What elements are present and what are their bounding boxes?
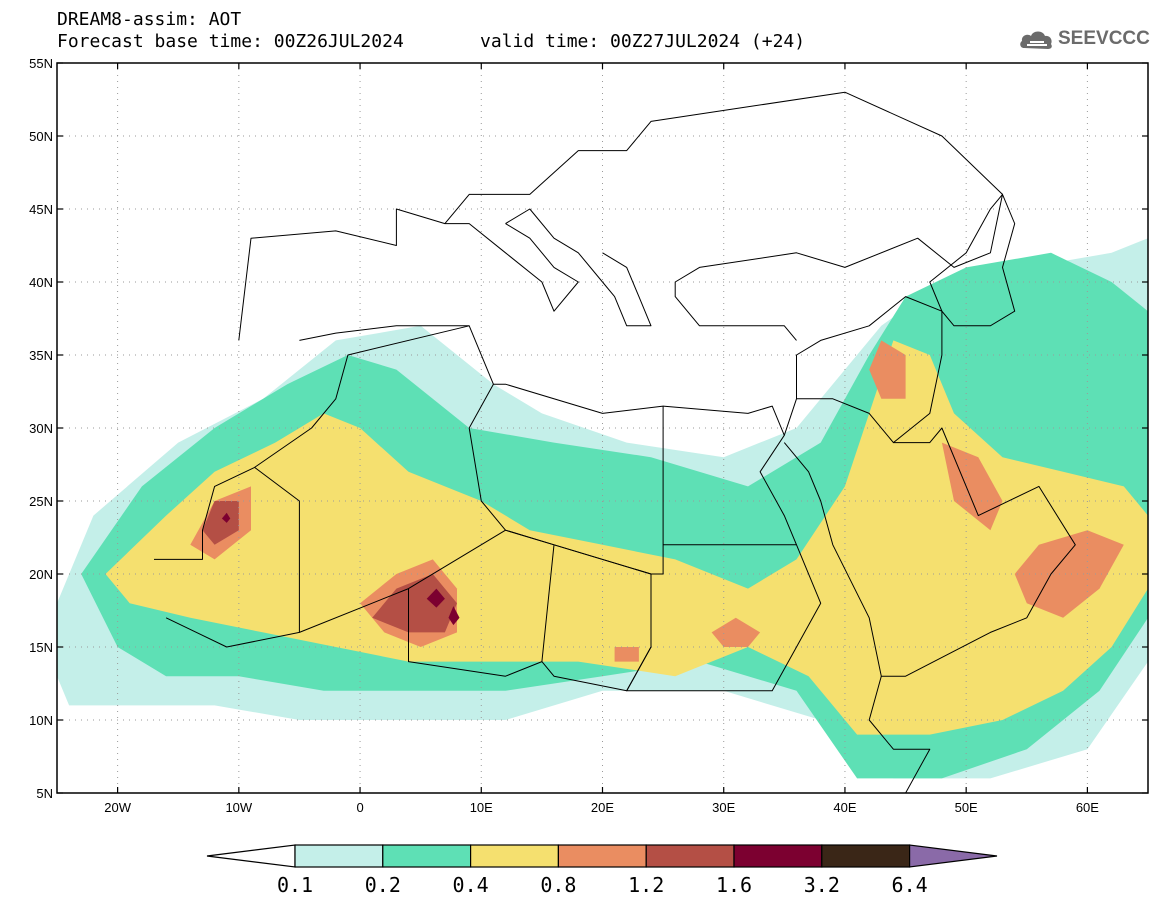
lat-tick-label: 50N: [29, 129, 53, 144]
colorbar-segment: [733, 844, 823, 868]
colorbar-segment: [821, 844, 911, 868]
lat-tick-label: 25N: [29, 494, 53, 509]
border-line: [626, 544, 822, 692]
lake-outline: [929, 193, 1016, 327]
colorbar-label: 1.6: [716, 873, 752, 897]
lon-tick-label: 50E: [955, 800, 978, 815]
aot-region-level-3: [614, 647, 639, 662]
lon-tick-label: 0: [356, 800, 363, 815]
lat-tick-label: 55N: [29, 56, 53, 71]
lat-tick-label: 5N: [36, 786, 53, 801]
aot-field: [57, 238, 1148, 779]
lon-tick-label: 10W: [225, 800, 252, 815]
lat-tick-label: 40N: [29, 275, 53, 290]
colorbar-label: 0.1: [277, 873, 313, 897]
colorbar-segment: [645, 844, 735, 868]
latitude-axis: 55N 50N 45N 40N 35N 30N 25N 20N 15N 10N 5N: [29, 56, 1148, 801]
border-line: [868, 676, 931, 793]
colorbar-segment: [557, 844, 647, 868]
border-line: [505, 208, 603, 283]
aot-region-level-3: [1014, 530, 1124, 618]
colorbar-label: 0.2: [365, 873, 401, 897]
longitude-axis: 20W 10W 0 10E 20E 30E 40E 50E 60E: [104, 63, 1099, 815]
seevccc-logo: [1020, 31, 1052, 49]
border-line: [783, 296, 943, 444]
colorbar-segment: [294, 844, 384, 868]
lat-tick-label: 45N: [29, 202, 53, 217]
lat-tick-label: 20N: [29, 567, 53, 582]
lon-tick-label: 60E: [1076, 800, 1099, 815]
lon-tick-label: 20W: [104, 800, 131, 815]
aot-region-level-5: [426, 588, 445, 608]
colorbar-segment: [382, 844, 472, 868]
lat-tick-label: 10N: [29, 713, 53, 728]
lat-tick-label: 15N: [29, 640, 53, 655]
chart-title: DREAM8-assim: AOT: [57, 9, 242, 30]
valid-time: valid time: 00Z27JUL2024 (+24): [480, 31, 806, 52]
border-line: [299, 325, 470, 341]
colorbar-under-triangle: [206, 844, 296, 868]
colorbar-label: 3.2: [804, 873, 840, 897]
border-line: [783, 427, 1076, 677]
aot-region-level-4: [372, 574, 457, 633]
colorbar-label: 1.2: [628, 873, 664, 897]
forecast-base-time: Forecast base time: 00Z26JUL2024: [57, 31, 404, 52]
colorbar-label: 0.8: [540, 873, 576, 897]
aot-region-level-4: [202, 501, 239, 545]
aot-region-level-5: [448, 606, 460, 626]
colorbar-over-triangle: [908, 844, 998, 868]
lon-tick-label: 20E: [591, 800, 614, 815]
map-area[interactable]: [57, 63, 1148, 793]
lon-tick-label: 40E: [833, 800, 856, 815]
logo-text: SEEVCCC: [1058, 28, 1150, 49]
lat-tick-label: 35N: [29, 348, 53, 363]
lat-tick-label: 30N: [29, 421, 53, 436]
colorbar-label: 6.4: [892, 873, 928, 897]
border-line: [238, 91, 1003, 341]
border-line: [444, 223, 579, 312]
aot-region-level-5: [221, 512, 231, 523]
border-line: [602, 252, 652, 327]
colorbar: 0.1 0.2 0.4 0.8 1.2 1.6 3.2 6.4: [206, 844, 998, 897]
lakes: [929, 193, 1016, 327]
lon-tick-label: 10E: [470, 800, 493, 815]
aot-region-level-2: [105, 340, 1148, 735]
colorbar-segment: [470, 844, 560, 868]
colorbar-label: 0.4: [453, 873, 489, 897]
aot-region-level-3: [869, 340, 906, 399]
country-borders: [154, 91, 1076, 793]
lon-tick-label: 30E: [712, 800, 735, 815]
